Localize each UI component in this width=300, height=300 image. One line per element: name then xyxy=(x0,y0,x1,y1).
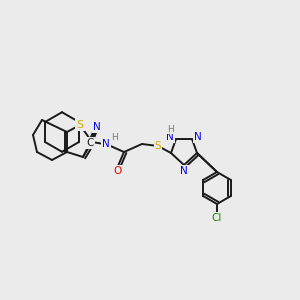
Text: H: H xyxy=(111,134,117,142)
Text: Cl: Cl xyxy=(212,213,222,223)
Text: H: H xyxy=(167,124,173,134)
Text: N: N xyxy=(166,132,174,142)
Text: N: N xyxy=(102,139,110,149)
Text: C: C xyxy=(86,138,94,148)
Text: S: S xyxy=(155,141,161,151)
Text: N: N xyxy=(180,166,188,176)
Text: N: N xyxy=(93,122,101,132)
Text: N: N xyxy=(194,132,202,142)
Text: O: O xyxy=(113,166,121,176)
Text: S: S xyxy=(76,120,84,130)
